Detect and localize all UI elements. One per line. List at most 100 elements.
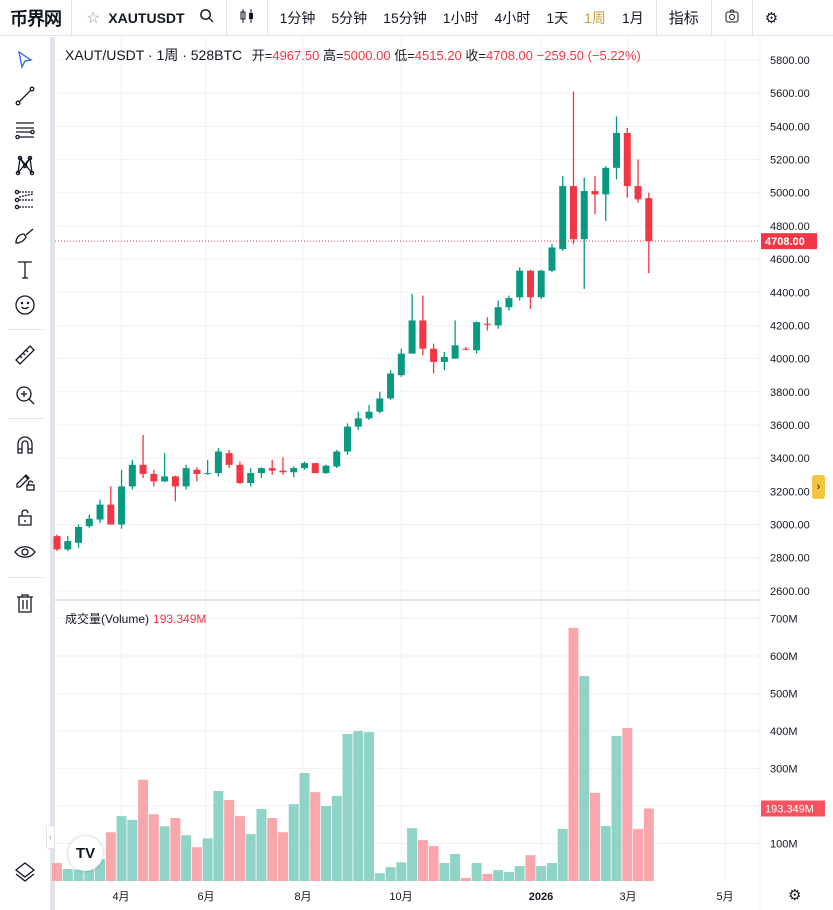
settings-gear-icon[interactable]: ⚙ [764,9,779,27]
candle-body [118,486,126,525]
candle [387,370,395,401]
pattern-tool-icon[interactable] [10,150,40,180]
tradingview-logo[interactable]: TV [68,836,103,871]
toolbar-separator [8,418,43,419]
site-logo[interactable]: 币界网 [10,8,62,29]
candle [526,269,534,309]
zoom-in-tool-icon[interactable] [10,380,40,410]
candle-body [96,504,104,520]
interval-0[interactable]: 1分钟 [279,9,316,26]
candle [430,343,438,374]
text-tool-icon[interactable] [10,255,40,285]
favorite-star-icon[interactable]: ☆ [86,9,101,27]
volume-bar [460,878,471,881]
interval-6[interactable]: 1周 [584,9,606,26]
time-tick-label: 8月 [294,891,311,903]
candle-body [333,451,341,467]
candle-body [247,473,255,484]
candle-body [397,353,405,376]
candle-body [526,270,534,298]
volume-bar [84,867,95,881]
interval-3[interactable]: 1小时 [442,9,479,26]
chart-type-candles-icon[interactable] [227,8,267,28]
change-value: −259.50 (−5.22%) [536,48,641,63]
candle-body [645,198,653,242]
horizontal-lines-tool-icon[interactable] [10,115,40,145]
candle [548,244,556,273]
magnet-tool-icon[interactable] [10,430,40,460]
candle [107,486,115,525]
volume-bar [471,863,482,881]
candle [505,295,513,311]
candle-body [150,473,158,482]
candle-body [322,465,330,474]
unlock-icon[interactable] [10,502,40,532]
symbol-name[interactable]: XAUTUSDT [108,9,185,26]
volume-bar [95,859,106,881]
price-tick-label: 4000.00 [770,354,810,366]
candle [365,405,373,421]
collapse-toolbar-button[interactable]: ‹ [46,825,55,849]
ruler-tool-icon[interactable] [10,340,40,370]
volume-bar [514,866,525,881]
hide-drawings-eye-icon[interactable] [10,537,40,567]
volume-bar [127,819,138,881]
emoji-tool-icon[interactable] [10,290,40,320]
cursor-tool-icon[interactable] [10,45,40,75]
high-label: 高= [322,48,344,63]
volume-bar [170,818,181,881]
interval-7[interactable]: 1月 [621,9,644,26]
volume-bar [525,855,536,881]
candle [613,116,621,180]
candle-body [580,191,588,240]
time-tick-label: 6月 [197,891,214,903]
layers-icon[interactable] [10,857,40,887]
delete-trash-icon[interactable] [10,588,40,618]
volume-legend: 成交量(Volume) 193.349M [65,610,206,627]
candle [171,475,179,502]
candle-body [268,468,276,471]
interval-1[interactable]: 5分钟 [331,9,368,26]
volume-bar [482,873,493,881]
interval-4[interactable]: 4小时 [494,9,531,26]
volume-bar [52,863,62,881]
volume-tick-label: 100M [770,839,798,851]
indicators-button[interactable]: 指标 [668,10,699,27]
candle [96,499,104,523]
fib-retracement-tool-icon[interactable] [10,185,40,215]
candle-body [623,132,631,187]
lock-drawings-icon[interactable] [10,465,40,495]
chart-settings-gear-icon[interactable]: ⚙ [788,887,802,904]
interval-5[interactable]: 1天 [546,9,569,26]
search-icon[interactable] [195,8,226,27]
volume-tick-label: 300M [770,764,798,776]
volume-bar [579,675,590,881]
volume-bar [138,779,149,881]
volume-bar [181,835,192,881]
candle-body [139,464,147,474]
scroll-to-realtime-button[interactable]: › [812,475,825,499]
candle [483,317,491,331]
volume-bar [256,809,267,881]
brush-tool-icon[interactable] [10,220,40,250]
candle-body [290,468,298,473]
candle-body [365,411,373,419]
candle-body [408,320,416,354]
candle-body [569,186,577,240]
volume-bar [73,869,84,881]
candle [634,159,642,203]
interval-2[interactable]: 15分钟 [383,9,427,26]
candle [225,449,233,469]
camera-icon[interactable] [712,8,752,28]
candle [118,469,126,529]
volume-bar [353,731,364,881]
price-tick-label: 2800.00 [770,553,810,565]
candle-body [451,345,459,359]
trend-line-tool-icon[interactable] [10,81,40,111]
candle-body [64,541,72,550]
close-value: 4708.00 [486,48,533,63]
toolbar-separator [8,577,43,578]
candle-body [494,307,502,326]
volume-bar [611,735,622,881]
